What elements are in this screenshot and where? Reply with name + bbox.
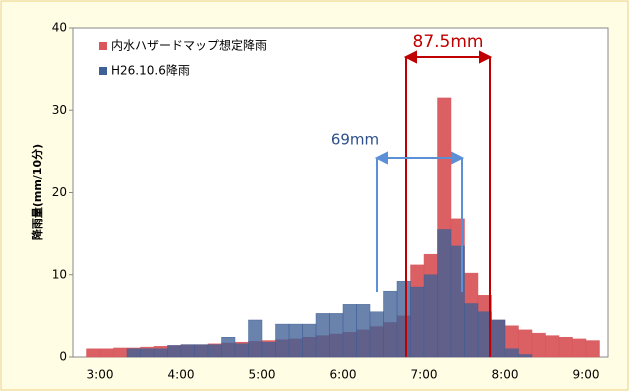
bar	[86, 348, 101, 358]
legend-label: 内水ハザードマップ想定降雨	[111, 38, 267, 53]
bar	[207, 344, 222, 358]
bar	[410, 286, 425, 358]
bar	[572, 338, 587, 358]
bar	[396, 281, 411, 358]
bar	[248, 319, 263, 358]
blue-bracket	[374, 151, 465, 292]
bar	[194, 344, 209, 358]
bar	[275, 323, 290, 358]
bar	[585, 340, 600, 358]
bar	[464, 303, 479, 358]
bar	[113, 347, 128, 358]
bar	[140, 348, 155, 358]
bar	[99, 348, 114, 358]
legend-swatch	[99, 42, 107, 50]
bar	[504, 348, 519, 358]
bar	[518, 329, 533, 358]
bar	[491, 319, 506, 358]
annotation: 69mm	[331, 131, 379, 149]
red-bracket	[403, 50, 493, 357]
bar	[518, 354, 533, 358]
x-tick-label: 8:00	[492, 368, 519, 382]
x-tick-label: 5:00	[249, 368, 276, 382]
x-tick-label: 7:00	[411, 368, 438, 382]
bar	[167, 345, 182, 358]
bar	[221, 337, 236, 358]
bar	[153, 348, 168, 358]
x-tick-label: 3:00	[87, 368, 114, 382]
bar	[126, 348, 141, 358]
legend-swatch	[99, 67, 107, 75]
plot-area	[72, 27, 609, 358]
bar	[342, 304, 357, 358]
bar	[383, 290, 398, 358]
bar	[234, 343, 249, 358]
y-tick-label: 10	[52, 267, 67, 281]
y-axis-label: 降雨量(mm/10分)	[30, 144, 44, 240]
bar	[369, 311, 384, 358]
bar	[545, 335, 560, 358]
annotation: 87.5mm	[413, 32, 484, 52]
bar	[288, 323, 303, 358]
x-tick-label: 9:00	[573, 368, 600, 382]
bar	[437, 229, 452, 358]
bar	[315, 313, 330, 358]
x-tick-label: 6:00	[330, 368, 357, 382]
bar	[558, 337, 573, 358]
bar	[356, 304, 371, 358]
y-tick-label: 40	[52, 21, 67, 35]
bar	[180, 344, 195, 358]
bar	[531, 332, 546, 358]
y-tick-label: 30	[52, 103, 67, 117]
bar	[302, 323, 317, 358]
x-tick-label: 4:00	[168, 368, 195, 382]
bar	[423, 274, 438, 358]
y-tick-label: 20	[52, 185, 67, 199]
bar	[261, 341, 276, 358]
legend-label: H26.10.6降雨	[111, 64, 190, 78]
y-tick-label: 0	[59, 350, 67, 364]
bar	[329, 313, 344, 358]
